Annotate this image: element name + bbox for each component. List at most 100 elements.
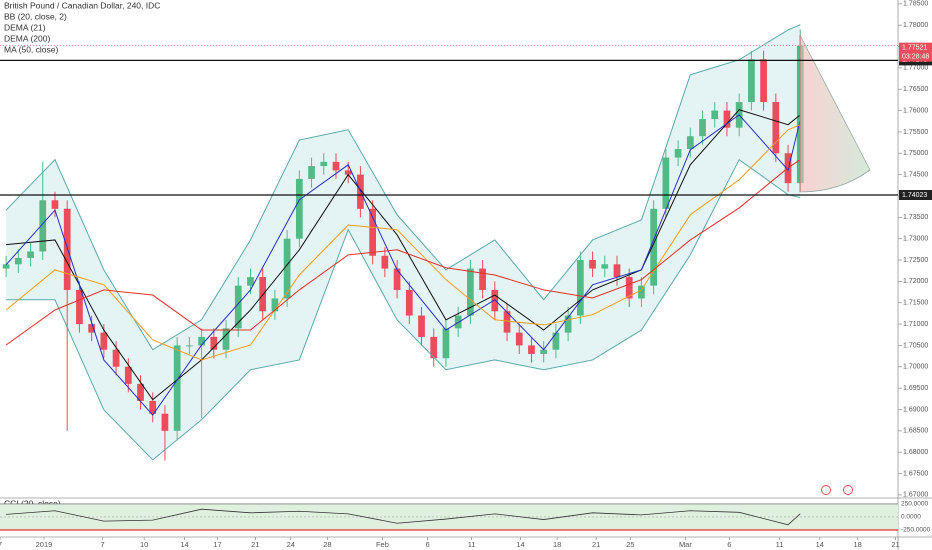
x-tick-label: 21 (592, 540, 600, 549)
candle-body (576, 260, 584, 316)
candle-body (100, 332, 108, 350)
candle-body (491, 289, 499, 312)
x-tick-label: 18 (854, 540, 862, 549)
legend-entry: DEMA (21) (4, 22, 46, 32)
candle-body (564, 315, 572, 333)
candle-body (540, 349, 548, 354)
candle-body (467, 268, 474, 316)
x-tick-label: 17 (213, 540, 221, 549)
candle-body (662, 157, 670, 209)
candle-body (405, 289, 413, 316)
cci-tick-label: 250.0000 (901, 501, 928, 508)
candle-body (210, 336, 218, 350)
candle-body (161, 413, 169, 431)
y-tick-label: 1.77000 (903, 65, 928, 72)
candle-body (51, 200, 59, 209)
y-tick-label: 1.71000 (903, 321, 928, 328)
candle-body (247, 277, 254, 286)
y-tick-label: 1.76000 (903, 107, 928, 114)
cci-tick-label: -250.0000 (901, 527, 931, 534)
y-tick-label: 1.70000 (903, 364, 928, 371)
candle-body (503, 311, 511, 333)
y-tick-label: 1.68000 (903, 449, 928, 456)
y-tick-label: 1.70500 (903, 342, 928, 349)
y-tick-label: 1.73500 (903, 214, 928, 221)
y-tick-label: 1.76500 (903, 86, 928, 93)
candle-body (772, 102, 780, 154)
event-icon[interactable] (821, 485, 831, 495)
candle-body (234, 285, 242, 329)
cci-title: CCI (20, close) (4, 498, 61, 508)
candle-body (418, 315, 425, 337)
candle-body (344, 170, 352, 175)
y-tick-label: 1.75000 (903, 150, 928, 157)
candle-body (686, 136, 694, 150)
y-tick-label: 1.69000 (903, 406, 928, 413)
event-icon[interactable] (843, 485, 853, 495)
candle-body (369, 208, 376, 256)
legend-entry: MA (50, close) (4, 44, 58, 54)
candle-body (723, 110, 731, 128)
x-tick-label: 6 (727, 540, 731, 549)
candle-body (112, 349, 120, 367)
x-tick-label: 14 (516, 540, 524, 549)
x-tick-label: 21 (891, 540, 899, 549)
fan-drawing (799, 34, 871, 193)
candle-body (552, 332, 560, 350)
candle-body (601, 264, 609, 269)
candle-body (381, 255, 389, 269)
indicator-line (5, 159, 801, 346)
x-tick-label: 21 (251, 540, 259, 549)
candle-body (63, 208, 71, 290)
x-tick-label: 14 (816, 540, 824, 549)
candle-body (650, 208, 658, 286)
candle-body (283, 238, 291, 299)
candle-body (674, 149, 682, 158)
x-tick-label: 14 (180, 540, 188, 549)
candle-body (320, 161, 328, 167)
last-price-label: 1.77521 (902, 44, 927, 51)
bb-fill (6, 24, 801, 460)
x-tick-label: 11 (468, 540, 476, 549)
candle-body (589, 260, 596, 269)
candle-body (137, 383, 144, 401)
candle-body (14, 257, 22, 265)
candle-body (173, 345, 181, 431)
indicator-line (5, 114, 801, 416)
candle-body (27, 251, 34, 258)
candle-body (760, 59, 767, 103)
x-tick-label: 7 (101, 540, 105, 549)
y-tick-label: 1.71500 (903, 300, 928, 307)
cci-line (6, 508, 801, 526)
candle-body (76, 289, 83, 325)
candle-body (528, 345, 535, 354)
candle-body (625, 277, 633, 299)
y-tick-label: 1.67000 (903, 492, 928, 499)
cci-tick-label: 0.0000 (901, 514, 921, 521)
candle-body (613, 264, 621, 278)
indicator-line (5, 124, 801, 361)
x-tick-label: 6 (426, 540, 430, 549)
indicator-line (6, 109, 801, 401)
candle-body (638, 285, 645, 299)
candle-body (295, 178, 303, 239)
y-tick-label: 1.72000 (903, 278, 928, 285)
y-tick-label: 1.72500 (903, 257, 928, 264)
candle-body (39, 200, 47, 252)
candle-body (222, 328, 230, 350)
x-tick-label: 24 (287, 540, 295, 549)
candle-body (186, 345, 193, 347)
candle-body (430, 336, 438, 359)
candle-body (479, 268, 486, 290)
y-tick-label: 1.75500 (903, 129, 928, 136)
candle-body (748, 59, 755, 103)
candle-body (699, 119, 706, 137)
price-tag (899, 189, 932, 200)
x-tick-label: 10 (140, 540, 148, 549)
legend: British Pound / Canadian Dollar, 240, ID… (4, 0, 160, 54)
candle-body (149, 400, 157, 414)
indicator-line (5, 24, 801, 351)
candle-body (88, 324, 95, 333)
y-tick-label: 1.73000 (903, 236, 928, 243)
